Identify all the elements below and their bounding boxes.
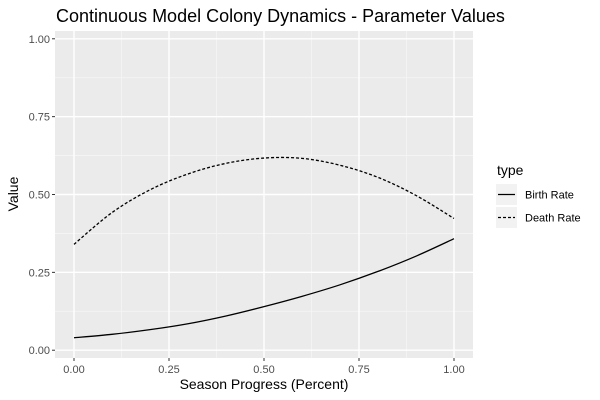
major-gridlines [55,31,473,358]
x-axis-label: Season Progress (Percent) [180,376,349,392]
legend-title: type [497,162,524,178]
death-rate-line [73,156,455,245]
y-axis: 0.00 0.25 0.50 0.75 1.00 [29,34,55,357]
x-tick-label: 0.75 [348,364,369,376]
legend: type Birth Rate Death Rate [496,162,581,228]
y-tick-label: 0.50 [29,190,50,202]
y-axis-label: Value [5,176,21,211]
birth-rate-line [73,238,455,339]
legend-label-death-rate: Death Rate [525,213,581,225]
x-tick-label: 0.50 [253,364,274,376]
legend-label-birth-rate: Birth Rate [525,190,574,202]
y-tick-label: 0.25 [29,267,50,279]
x-tick-label: 0.00 [63,364,84,376]
legend-item-birth-rate: Birth Rate [496,184,574,205]
legend-item-death-rate: Death Rate [496,207,581,228]
series-lines [73,156,455,339]
y-tick-label: 0.00 [29,345,50,357]
x-axis: 0.00 0.25 0.50 0.75 1.00 [63,358,465,376]
x-tick-label: 0.25 [158,364,179,376]
x-tick-label: 1.00 [443,364,464,376]
chart-title: Continuous Model Colony Dynamics - Param… [56,6,505,26]
y-tick-label: 0.75 [29,112,50,124]
y-tick-label: 1.00 [29,34,50,46]
legend-key-background [496,207,517,228]
legend-items: Birth Rate Death Rate [496,184,581,228]
